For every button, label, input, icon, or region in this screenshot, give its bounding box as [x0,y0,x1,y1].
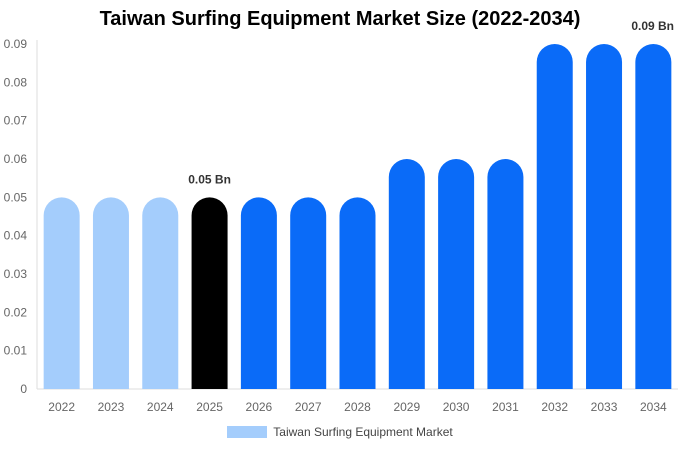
x-tick-label: 2025 [196,400,223,414]
y-tick-label: 0.05 [4,190,28,204]
x-tick-label: 2031 [492,400,519,414]
y-tick-label: 0.09 [4,37,28,51]
y-tick-label: 0.08 [4,75,28,89]
x-tick-label: 2024 [147,400,174,414]
legend-label: Taiwan Surfing Equipment Market [273,425,453,439]
bar-2029[interactable] [388,159,425,389]
y-tick-label: 0 [20,382,27,396]
x-tick-label: 2023 [98,400,125,414]
bar-2034[interactable] [635,44,672,389]
legend-swatch [227,426,268,438]
bar-2023[interactable] [92,197,129,389]
y-tick-label: 0.02 [4,305,28,319]
bar-2027[interactable] [290,197,327,389]
bar-2025[interactable] [191,197,228,389]
x-tick-label: 2022 [48,400,75,414]
data-label-2025: 0.05 Bn [188,172,231,186]
y-tick-label: 0.03 [4,267,28,281]
y-tick-label: 0.01 [4,344,28,358]
x-tick-label: 2033 [591,400,618,414]
bar-2022[interactable] [43,197,80,389]
x-tick-label: 2029 [393,400,420,414]
bar-2031[interactable] [487,159,524,389]
bar-2033[interactable] [586,44,623,389]
x-tick-label: 2027 [295,400,322,414]
x-tick-label: 2028 [344,400,371,414]
bar-2026[interactable] [240,197,277,389]
bar-2028[interactable] [339,197,376,389]
y-tick-label: 0.06 [4,152,28,166]
bar-2030[interactable] [438,159,475,389]
x-tick-label: 2030 [443,400,470,414]
bar-2032[interactable] [536,44,573,389]
x-tick-label: 2034 [640,400,667,414]
bar-2024[interactable] [142,197,179,389]
legend[interactable]: Taiwan Surfing Equipment Market [0,425,680,439]
x-tick-label: 2026 [246,400,273,414]
y-tick-label: 0.04 [4,229,28,243]
x-tick-label: 2032 [541,400,568,414]
data-label-2034: 0.09 Bn [631,19,674,33]
y-tick-label: 0.07 [4,114,28,128]
chart-title: Taiwan Surfing Equipment Market Size (20… [99,8,581,30]
